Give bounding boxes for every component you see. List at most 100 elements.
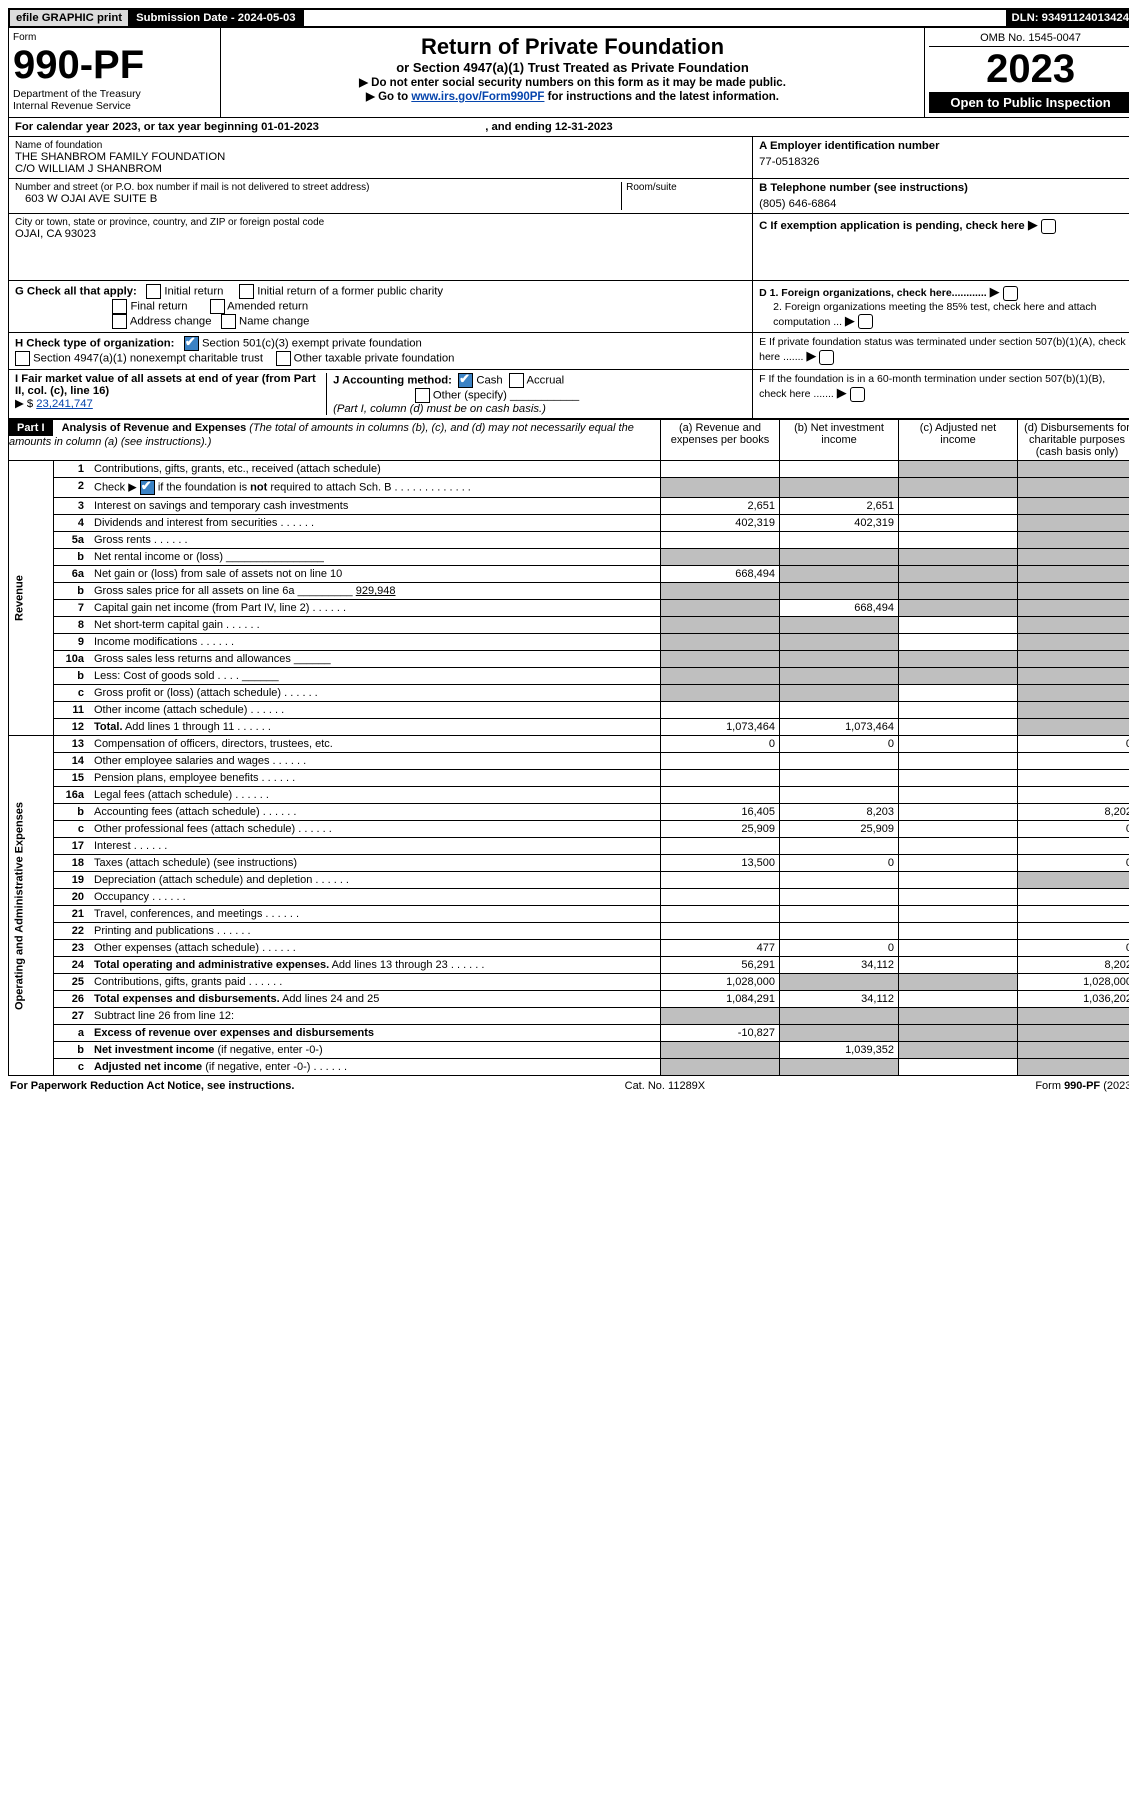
cell-c: [899, 634, 1018, 651]
line-desc: Total. Add lines 1 through 11 . . . . . …: [90, 719, 661, 736]
cell-b: 0: [780, 940, 899, 957]
h-label: H Check type of organization:: [15, 338, 174, 350]
cell-c: [899, 702, 1018, 719]
i-label: I Fair market value of all assets at end…: [15, 373, 316, 397]
line-desc: Net rental income or (loss) ____________…: [90, 549, 661, 566]
j-note: (Part I, column (d) must be on cash basi…: [333, 403, 546, 415]
table-row: Operating and Administrative Expenses13C…: [9, 736, 1129, 753]
cell-b: [780, 461, 899, 478]
dept: Department of the Treasury: [13, 88, 216, 100]
cell-b: [780, 753, 899, 770]
j-other-checkbox[interactable]: [415, 388, 430, 403]
cell-c: [899, 583, 1018, 600]
cell-a: [661, 532, 780, 549]
phone-cell: B Telephone number (see instructions) (8…: [753, 179, 1129, 214]
line-desc: Capital gain net income (from Part IV, l…: [90, 600, 661, 617]
line-number: 12: [54, 719, 91, 736]
h3-checkbox[interactable]: [276, 351, 291, 366]
cell-c: [899, 957, 1018, 974]
schb-checkbox[interactable]: [140, 480, 155, 495]
line-number: a: [54, 1025, 91, 1042]
g-namechg-chk[interactable]: [221, 314, 236, 329]
table-row: 9Income modifications . . . . . .: [9, 634, 1129, 651]
g-former: Initial return of a former public charit…: [257, 285, 443, 297]
table-row: aExcess of revenue over expenses and dis…: [9, 1025, 1129, 1042]
return-subtitle: or Section 4947(a)(1) Trust Treated as P…: [229, 60, 916, 75]
g-final-chk[interactable]: [112, 299, 127, 314]
goto-pre: ▶ Go to: [366, 91, 411, 103]
cell-dd: 0: [1018, 736, 1129, 753]
goto-link[interactable]: www.irs.gov/Form990PF: [411, 91, 544, 103]
line-desc: Travel, conferences, and meetings . . . …: [90, 906, 661, 923]
line-number: 23: [54, 940, 91, 957]
cell-c: [899, 974, 1018, 991]
table-row: 2Check ▶ if the foundation is not requir…: [9, 478, 1129, 498]
f-checkbox[interactable]: [850, 387, 865, 402]
h1-label: Section 501(c)(3) exempt private foundat…: [202, 338, 422, 350]
cell-c: [899, 668, 1018, 685]
cell-b: [780, 685, 899, 702]
ssn-warning: ▶ Do not enter social security numbers o…: [229, 75, 916, 89]
cell-dd: [1018, 753, 1129, 770]
cell-b: [780, 549, 899, 566]
line-desc: Taxes (attach schedule) (see instruction…: [90, 855, 661, 872]
g-initial: Initial return: [164, 285, 223, 297]
line-number: 26: [54, 991, 91, 1008]
h1-checkbox[interactable]: [184, 336, 199, 351]
cell-a: [661, 770, 780, 787]
city-cell: City or town, state or province, country…: [8, 214, 753, 281]
cell-dd: [1018, 787, 1129, 804]
j-accrual-checkbox[interactable]: [509, 373, 524, 388]
line-number: 24: [54, 957, 91, 974]
g-initial-chk[interactable]: [146, 284, 161, 299]
cell-a: 1,028,000: [661, 974, 780, 991]
table-row: 3Interest on savings and temporary cash …: [9, 498, 1129, 515]
j-cash-checkbox[interactable]: [458, 373, 473, 388]
cell-b: [780, 974, 899, 991]
g-former-chk[interactable]: [239, 284, 254, 299]
table-row: cOther professional fees (attach schedul…: [9, 821, 1129, 838]
g-amended-chk[interactable]: [210, 299, 225, 314]
cell-a: 1,073,464: [661, 719, 780, 736]
table-row: 11Other income (attach schedule) . . . .…: [9, 702, 1129, 719]
cell-c: [899, 787, 1018, 804]
cell-b: 0: [780, 736, 899, 753]
part1-table: Part I Analysis of Revenue and Expenses …: [8, 419, 1129, 1076]
cell-b: 34,112: [780, 957, 899, 974]
line-number: 10a: [54, 651, 91, 668]
cell-a: [661, 617, 780, 634]
cell-a: [661, 583, 780, 600]
line-number: 2: [54, 478, 91, 498]
dln: DLN: 93491124013424: [1006, 10, 1129, 26]
d1-checkbox[interactable]: [1003, 286, 1018, 301]
h2-checkbox[interactable]: [15, 351, 30, 366]
c-checkbox[interactable]: [1041, 219, 1056, 234]
cell-dd: [1018, 515, 1129, 532]
e-checkbox[interactable]: [819, 350, 834, 365]
fmv-link[interactable]: 23,241,747: [36, 398, 93, 410]
cell-c: [899, 515, 1018, 532]
cell-dd: [1018, 685, 1129, 702]
efile-btn[interactable]: efile GRAPHIC print: [10, 10, 130, 26]
cell-b: [780, 583, 899, 600]
g-addrchg-chk[interactable]: [112, 314, 127, 329]
line-desc: Depreciation (attach schedule) and deple…: [90, 872, 661, 889]
room-label: Room/suite: [626, 182, 746, 193]
cell-c: [899, 889, 1018, 906]
city-label: City or town, state or province, country…: [15, 217, 746, 228]
cell-c: [899, 566, 1018, 583]
h-cell: H Check type of organization: Section 50…: [8, 333, 753, 370]
table-row: Revenue1Contributions, gifts, grants, et…: [9, 461, 1129, 478]
h2-label: Section 4947(a)(1) nonexempt charitable …: [33, 353, 263, 365]
cell-dd: [1018, 600, 1129, 617]
table-row: 14Other employee salaries and wages . . …: [9, 753, 1129, 770]
line-number: b: [54, 668, 91, 685]
cell-c: [899, 991, 1018, 1008]
d2-checkbox[interactable]: [858, 314, 873, 329]
line-number: 7: [54, 600, 91, 617]
h3-label: Other taxable private foundation: [294, 353, 455, 365]
cell-dd: [1018, 838, 1129, 855]
line-desc: Other income (attach schedule) . . . . .…: [90, 702, 661, 719]
line-number: c: [54, 821, 91, 838]
goto-line: ▶ Go to www.irs.gov/Form990PF for instru…: [229, 89, 916, 103]
